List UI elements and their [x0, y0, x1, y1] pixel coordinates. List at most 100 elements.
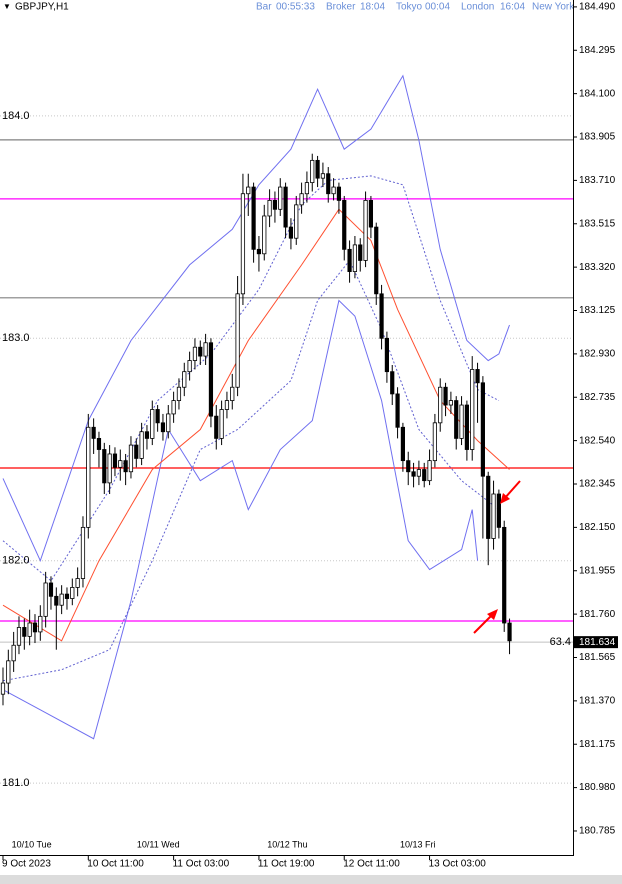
candle-body — [11, 644, 16, 662]
candle-body — [192, 346, 198, 361]
candle-body — [470, 369, 475, 450]
y-tick-label: 183.320 — [579, 262, 616, 273]
arrow — [503, 480, 521, 500]
y-tick-label: 183.125 — [579, 305, 616, 316]
candle-body — [448, 400, 453, 406]
x-tick-label: 9 Oct 2023 — [2, 859, 51, 870]
candle-body — [230, 386, 235, 401]
candle-body — [267, 200, 272, 217]
x-tick-label: 13 Oct 03:00 — [429, 859, 487, 870]
candle-body — [379, 293, 384, 339]
y-tick-label: 181.370 — [579, 696, 616, 707]
candle-body — [464, 404, 469, 450]
arrow-head — [500, 493, 510, 504]
candle-body — [214, 415, 219, 439]
y-tick-label: 180.785 — [579, 826, 616, 837]
arrow-head — [487, 609, 498, 620]
arrow — [473, 613, 494, 634]
candle-body — [475, 369, 480, 384]
indicator-line — [2, 74, 510, 563]
candle-body — [86, 426, 91, 528]
clock-bar: Bar 00:55:33 Broker 18:04 Tokyo 00:04 London 16… — [256, 2, 575, 13]
candle-body — [251, 186, 256, 250]
candle-body — [507, 622, 512, 642]
candle-body — [150, 409, 155, 439]
day-label: 10/10 Tue — [12, 839, 52, 849]
scrollbar[interactable] — [0, 875, 622, 884]
y-tick-label: 181.955 — [579, 565, 616, 576]
clock-value: 18:04 — [360, 2, 385, 13]
candle-body — [102, 449, 107, 484]
candle-body — [342, 200, 347, 250]
y-tick-label: 183.905 — [579, 132, 616, 143]
candle-body — [107, 453, 112, 484]
candle-body — [283, 186, 288, 228]
x-tick-label: 10 Oct 11:00 — [87, 859, 144, 870]
candle-body — [134, 444, 139, 459]
annotation-arrows — [473, 480, 521, 634]
candle-body — [278, 186, 283, 210]
y-tick-label: 181.760 — [579, 609, 616, 620]
y-tick-label: 182.930 — [579, 349, 616, 360]
grid-label: 184.0 — [2, 110, 30, 122]
candle-body — [208, 342, 214, 417]
candle-body — [432, 422, 437, 462]
candle-body — [363, 200, 368, 261]
candle-body — [80, 526, 86, 579]
candle-body — [16, 627, 22, 646]
x-tick-label: 11 Oct 03:00 — [173, 859, 230, 870]
symbol: GBPJPY,H1 — [15, 2, 69, 13]
clock-label: New York — [532, 2, 575, 13]
candle-body — [336, 186, 342, 201]
candle-body — [390, 371, 395, 395]
candle-body — [331, 186, 336, 195]
candle-body — [203, 342, 208, 357]
clock-label: Tokyo — [396, 2, 423, 13]
candle-body — [128, 444, 134, 473]
indicator-line — [2, 299, 479, 740]
candle-body — [299, 193, 304, 206]
candle-body — [171, 400, 176, 415]
clock-value: 00:04 — [425, 2, 450, 13]
x-tick-label: 12 Oct 11:00 — [343, 859, 400, 870]
plot-area — [0, 74, 573, 784]
y-tick-label: 180.980 — [579, 782, 616, 793]
candle-body — [118, 460, 123, 468]
grid-label: 183.0 — [2, 332, 30, 344]
candle-body — [54, 595, 59, 606]
candle-body — [96, 437, 102, 450]
indicator-label: 63.4 — [550, 636, 571, 648]
candle-body — [454, 400, 459, 439]
indicator-line — [2, 259, 500, 682]
candle-body — [294, 204, 299, 239]
candle-body — [38, 615, 43, 633]
candle-body — [406, 460, 411, 473]
candle-body — [22, 627, 27, 637]
candle-body — [235, 293, 240, 388]
clock-label: Broker — [326, 2, 356, 13]
candle-body — [240, 193, 246, 295]
candle-body — [416, 469, 421, 477]
candle-body — [480, 382, 485, 477]
candle-body — [64, 593, 70, 599]
candle-body — [262, 215, 267, 255]
last-price-box — [574, 636, 618, 649]
candle-body — [486, 475, 491, 539]
day-label: 10/12 Thu — [267, 839, 307, 849]
candle-body — [27, 622, 32, 637]
candle-body — [459, 404, 464, 439]
y-tick-label: 183.710 — [579, 175, 616, 186]
candle-body — [32, 622, 38, 633]
candle-body — [358, 244, 363, 261]
day-label: 10/11 Wed — [137, 839, 180, 849]
y-tick-label: 184.490 — [579, 2, 616, 13]
y-tick-label: 182.735 — [579, 392, 616, 403]
candle-body — [368, 200, 374, 228]
candle-body — [70, 587, 75, 599]
candle-body — [166, 413, 171, 433]
candle-body — [400, 426, 406, 462]
y-tick-label: 182.540 — [579, 435, 616, 446]
candle-body — [352, 244, 358, 272]
